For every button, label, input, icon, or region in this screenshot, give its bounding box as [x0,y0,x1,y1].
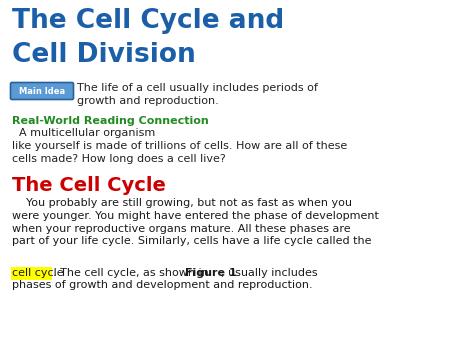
Text: cell cycle: cell cycle [12,268,63,278]
FancyBboxPatch shape [10,82,73,99]
Text: Cell Division: Cell Division [12,42,196,68]
Text: The Cell Cycle: The Cell Cycle [12,176,166,195]
Text: A multicellular organism
like yourself is made of trillions of cells. How are al: A multicellular organism like yourself i… [12,128,347,164]
FancyBboxPatch shape [10,266,51,280]
Text: phases of growth and development and reproduction.: phases of growth and development and rep… [12,280,313,290]
Text: , usually includes: , usually includes [221,268,318,278]
Text: The life of a cell usually includes periods of
growth and reproduction.: The life of a cell usually includes peri… [77,83,318,106]
Text: Real-World Reading Connection: Real-World Reading Connection [12,116,209,126]
Text: . The cell cycle, as shown in: . The cell cycle, as shown in [53,268,212,278]
Text: Main Idea: Main Idea [19,87,65,96]
Text: The Cell Cycle and: The Cell Cycle and [12,8,284,34]
Text: You probably are still growing, but not as fast as when you
were younger. You mi: You probably are still growing, but not … [12,198,379,246]
Text: Figure 1: Figure 1 [185,268,237,278]
